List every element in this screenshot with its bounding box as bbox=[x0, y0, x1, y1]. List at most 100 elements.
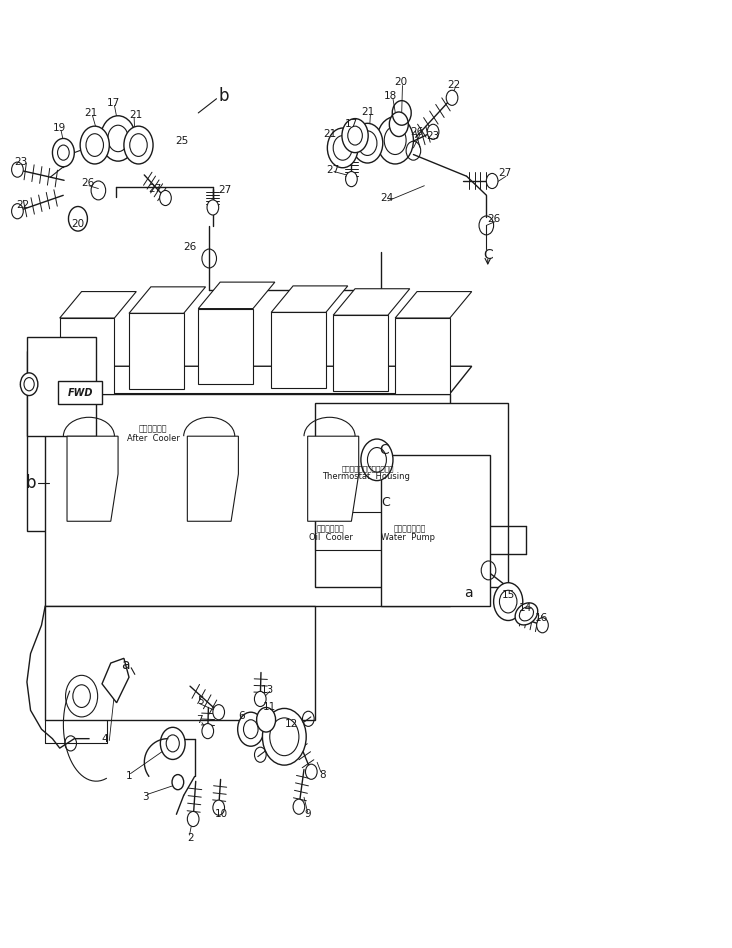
Circle shape bbox=[352, 123, 383, 163]
Text: 1: 1 bbox=[126, 772, 132, 781]
Polygon shape bbox=[129, 287, 206, 313]
Circle shape bbox=[69, 207, 87, 231]
Polygon shape bbox=[60, 292, 136, 318]
Text: 21: 21 bbox=[84, 108, 97, 118]
Text: 23: 23 bbox=[15, 157, 28, 167]
Circle shape bbox=[100, 116, 135, 161]
Text: a: a bbox=[464, 586, 472, 600]
Text: 25: 25 bbox=[176, 137, 189, 146]
Polygon shape bbox=[27, 351, 78, 531]
Polygon shape bbox=[129, 313, 184, 389]
Polygon shape bbox=[333, 289, 410, 315]
Circle shape bbox=[305, 764, 317, 779]
Text: 22: 22 bbox=[17, 200, 30, 210]
Text: 21: 21 bbox=[362, 107, 375, 117]
Text: Oil  Cooler: Oil Cooler bbox=[309, 533, 353, 542]
Polygon shape bbox=[67, 436, 118, 521]
Text: 20: 20 bbox=[395, 77, 408, 86]
Circle shape bbox=[187, 811, 199, 827]
Text: FWD: FWD bbox=[67, 388, 93, 398]
Circle shape bbox=[346, 172, 357, 187]
FancyBboxPatch shape bbox=[59, 381, 102, 404]
Text: サーモスタットハウジング: サーモスタットハウジング bbox=[341, 465, 394, 472]
Text: C: C bbox=[379, 444, 389, 457]
Polygon shape bbox=[60, 318, 114, 393]
Polygon shape bbox=[198, 309, 253, 384]
Polygon shape bbox=[315, 403, 508, 588]
Circle shape bbox=[486, 173, 498, 189]
Text: 5: 5 bbox=[197, 696, 203, 706]
Text: 10: 10 bbox=[215, 810, 228, 819]
Circle shape bbox=[537, 618, 548, 633]
Circle shape bbox=[202, 723, 214, 738]
Text: After  Cooler: After Cooler bbox=[127, 433, 179, 443]
Circle shape bbox=[389, 112, 408, 137]
Text: 27: 27 bbox=[148, 184, 161, 193]
Circle shape bbox=[12, 204, 23, 219]
Polygon shape bbox=[395, 292, 471, 318]
Text: 27: 27 bbox=[219, 186, 232, 195]
Polygon shape bbox=[45, 366, 471, 393]
Polygon shape bbox=[307, 436, 359, 521]
Ellipse shape bbox=[515, 603, 538, 625]
Polygon shape bbox=[198, 283, 274, 309]
Text: 17: 17 bbox=[345, 119, 358, 129]
Text: 16: 16 bbox=[534, 612, 548, 623]
Circle shape bbox=[377, 117, 414, 164]
Circle shape bbox=[257, 707, 275, 732]
Text: 14: 14 bbox=[518, 603, 531, 613]
Text: 23: 23 bbox=[427, 131, 440, 140]
Polygon shape bbox=[381, 455, 490, 607]
Circle shape bbox=[207, 200, 219, 215]
Text: 3: 3 bbox=[143, 793, 149, 802]
Text: 8: 8 bbox=[319, 770, 326, 779]
Text: 26: 26 bbox=[487, 214, 500, 224]
Text: 27: 27 bbox=[498, 169, 511, 178]
Circle shape bbox=[172, 775, 184, 790]
Polygon shape bbox=[187, 436, 239, 521]
Circle shape bbox=[361, 439, 393, 481]
Text: 17: 17 bbox=[106, 98, 119, 107]
Text: アフタクーラ: アフタクーラ bbox=[139, 424, 168, 433]
Text: C: C bbox=[381, 496, 390, 509]
Circle shape bbox=[342, 118, 368, 153]
Polygon shape bbox=[45, 393, 450, 607]
Text: 21: 21 bbox=[130, 110, 143, 119]
Polygon shape bbox=[102, 658, 129, 702]
Circle shape bbox=[160, 191, 171, 206]
Text: 6: 6 bbox=[239, 711, 245, 721]
Circle shape bbox=[80, 126, 109, 164]
Circle shape bbox=[327, 128, 358, 168]
Circle shape bbox=[213, 704, 225, 720]
Circle shape bbox=[263, 708, 306, 765]
Circle shape bbox=[255, 691, 266, 706]
Text: 26: 26 bbox=[411, 127, 424, 137]
Text: b: b bbox=[26, 474, 36, 492]
Circle shape bbox=[160, 727, 185, 759]
Text: 26: 26 bbox=[183, 242, 196, 252]
Text: オイルクーラ: オイルクーラ bbox=[317, 524, 345, 534]
Polygon shape bbox=[271, 313, 326, 388]
Circle shape bbox=[12, 162, 23, 177]
Text: C: C bbox=[483, 247, 493, 262]
Text: 13: 13 bbox=[261, 684, 274, 695]
Polygon shape bbox=[395, 318, 450, 393]
Text: ウォータポンプ: ウォータポンプ bbox=[394, 524, 426, 534]
Text: Water  Pump: Water Pump bbox=[381, 533, 436, 542]
Text: 26: 26 bbox=[81, 178, 94, 188]
Circle shape bbox=[53, 138, 75, 167]
Text: 21: 21 bbox=[324, 129, 337, 138]
Circle shape bbox=[213, 800, 225, 815]
Text: 2: 2 bbox=[187, 833, 194, 843]
Circle shape bbox=[427, 124, 439, 139]
Text: 20: 20 bbox=[72, 219, 84, 228]
Text: b: b bbox=[219, 87, 229, 105]
Text: 11: 11 bbox=[263, 702, 277, 712]
Polygon shape bbox=[27, 337, 96, 436]
Circle shape bbox=[293, 799, 305, 814]
Text: 7: 7 bbox=[196, 715, 203, 725]
Circle shape bbox=[493, 583, 523, 621]
Text: 27: 27 bbox=[326, 165, 340, 174]
Text: 24: 24 bbox=[380, 193, 393, 203]
Circle shape bbox=[238, 712, 264, 746]
